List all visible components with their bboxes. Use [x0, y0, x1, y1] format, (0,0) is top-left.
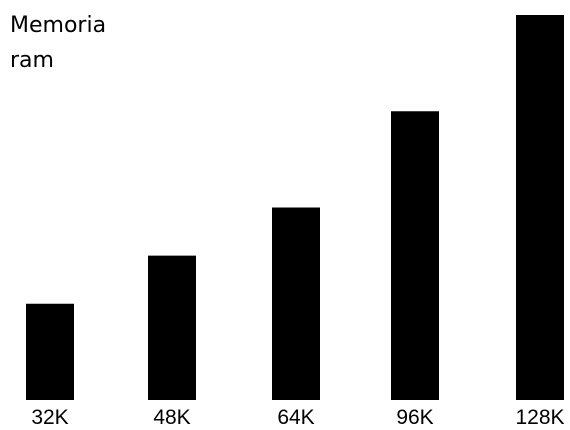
x-tick-labels: 32K 48K 64K 96K 128K — [31, 406, 564, 429]
x-tick-label-64k: 64K — [277, 406, 314, 429]
x-tick-label-96k: 96K — [396, 406, 433, 429]
bar-96k — [391, 111, 439, 400]
chart-title-line-1: Memoria — [10, 13, 106, 38]
bars-group — [26, 15, 564, 400]
x-tick-label-128k: 128K — [515, 406, 564, 429]
bar-48k — [148, 255, 196, 400]
bar-64k — [272, 207, 320, 400]
bar-32k — [26, 303, 74, 400]
bar-128k — [516, 15, 564, 400]
x-tick-label-32k: 32K — [31, 406, 68, 429]
chart-title-line-2: ram — [10, 48, 54, 73]
x-tick-label-48k: 48K — [153, 406, 190, 429]
